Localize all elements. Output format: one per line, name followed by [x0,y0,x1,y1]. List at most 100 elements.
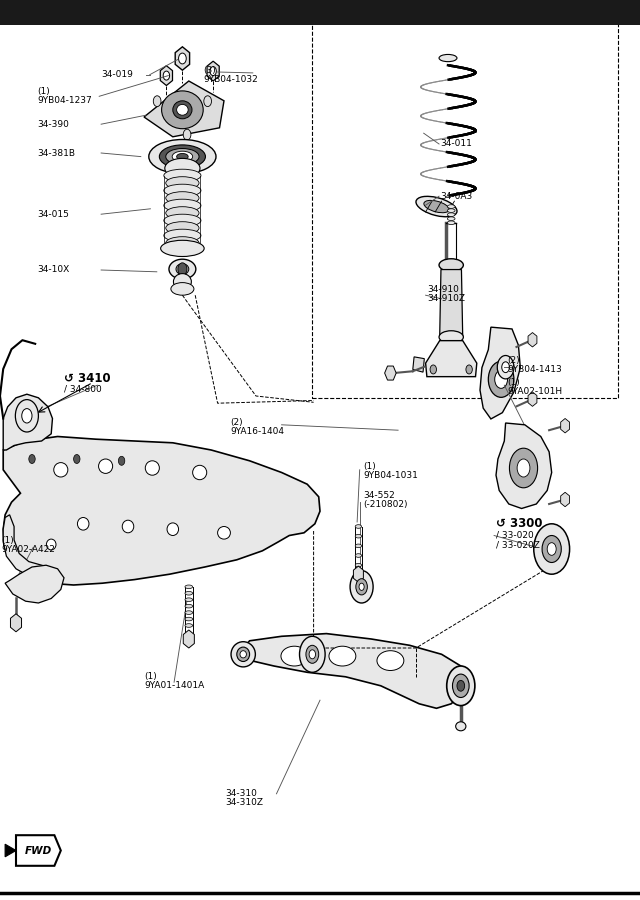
Text: 34-910: 34-910 [428,285,460,294]
Ellipse shape [237,647,250,662]
Text: 9YB04-1032: 9YB04-1032 [204,75,259,84]
Circle shape [306,645,319,663]
Ellipse shape [416,196,457,217]
Ellipse shape [355,544,362,547]
Ellipse shape [164,169,201,182]
Circle shape [452,674,469,698]
Text: (1): (1) [507,378,520,387]
Ellipse shape [172,151,193,162]
Circle shape [350,571,373,603]
Ellipse shape [439,331,463,343]
Circle shape [356,579,367,595]
Ellipse shape [47,539,56,550]
Ellipse shape [447,221,455,224]
Text: / 33-020: / 33-020 [496,531,534,540]
Ellipse shape [240,651,246,658]
Text: 34-015: 34-015 [37,210,69,219]
Ellipse shape [447,205,455,209]
Ellipse shape [164,199,201,212]
Text: (1): (1) [1,536,14,544]
Ellipse shape [167,523,179,536]
Polygon shape [496,423,552,508]
Circle shape [497,356,514,379]
Bar [0,0,640,25]
Circle shape [300,636,325,672]
Ellipse shape [447,213,455,217]
Ellipse shape [377,651,404,670]
Circle shape [309,650,316,659]
Polygon shape [3,515,61,580]
Polygon shape [440,270,463,337]
Polygon shape [426,340,477,376]
Ellipse shape [166,176,199,189]
Ellipse shape [161,91,204,129]
Circle shape [447,666,475,706]
Ellipse shape [54,463,68,477]
Ellipse shape [161,240,204,256]
Text: FWD: FWD [25,845,52,856]
Text: 34-310Z: 34-310Z [225,798,263,807]
Circle shape [154,95,161,106]
Text: / 33-020Z: / 33-020Z [496,540,540,549]
Ellipse shape [185,605,193,608]
Polygon shape [175,47,189,70]
Text: 9YA01-1401A: 9YA01-1401A [144,681,204,690]
Polygon shape [353,566,364,582]
Ellipse shape [164,230,201,242]
Ellipse shape [122,520,134,533]
Ellipse shape [145,461,159,475]
Circle shape [178,263,187,275]
Text: 9YA16-1404: 9YA16-1404 [230,428,284,436]
Text: 9YB04-1031: 9YB04-1031 [364,471,419,480]
Ellipse shape [355,535,362,538]
Ellipse shape [166,148,199,165]
Ellipse shape [185,585,193,589]
Polygon shape [10,614,22,632]
Ellipse shape [164,214,201,227]
Circle shape [359,583,364,590]
Circle shape [74,454,80,464]
Ellipse shape [355,525,362,528]
Circle shape [15,400,38,432]
Text: (2): (2) [230,418,243,427]
Ellipse shape [424,201,449,212]
Ellipse shape [99,459,113,473]
Text: (1): (1) [37,87,50,96]
Circle shape [430,365,436,374]
Ellipse shape [177,153,188,160]
Polygon shape [144,81,224,137]
Ellipse shape [77,518,89,530]
Text: 34-552: 34-552 [364,491,396,500]
Circle shape [210,67,216,76]
Polygon shape [561,418,570,433]
Polygon shape [5,844,16,857]
Ellipse shape [185,624,193,627]
Text: 9YA02-101H: 9YA02-101H [507,387,562,396]
Ellipse shape [148,140,216,174]
Text: (3): (3) [204,66,216,75]
Ellipse shape [166,192,199,204]
Text: 9YA02-A422: 9YA02-A422 [1,544,55,554]
Text: (-210802): (-210802) [364,500,408,508]
Text: (1): (1) [144,672,157,681]
Ellipse shape [173,274,191,290]
Ellipse shape [456,722,466,731]
Text: 34-10X: 34-10X [37,266,69,274]
Ellipse shape [185,598,193,601]
Circle shape [163,71,170,80]
Ellipse shape [166,221,199,234]
Ellipse shape [329,646,356,666]
Polygon shape [16,835,61,866]
Ellipse shape [171,283,194,295]
Circle shape [118,456,125,465]
Ellipse shape [177,104,188,115]
Ellipse shape [159,145,205,168]
Ellipse shape [439,54,457,61]
Circle shape [509,448,538,488]
Text: 9YB04-1413: 9YB04-1413 [507,364,562,373]
Circle shape [204,95,211,106]
Ellipse shape [218,526,230,539]
Polygon shape [183,630,195,648]
Circle shape [29,454,35,464]
Ellipse shape [447,209,455,212]
